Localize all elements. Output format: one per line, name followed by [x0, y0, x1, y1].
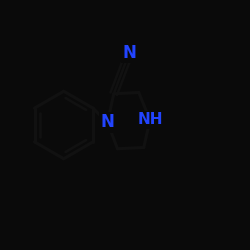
- Text: N: N: [122, 44, 136, 62]
- Text: NH: NH: [137, 112, 163, 128]
- Text: N: N: [100, 114, 114, 132]
